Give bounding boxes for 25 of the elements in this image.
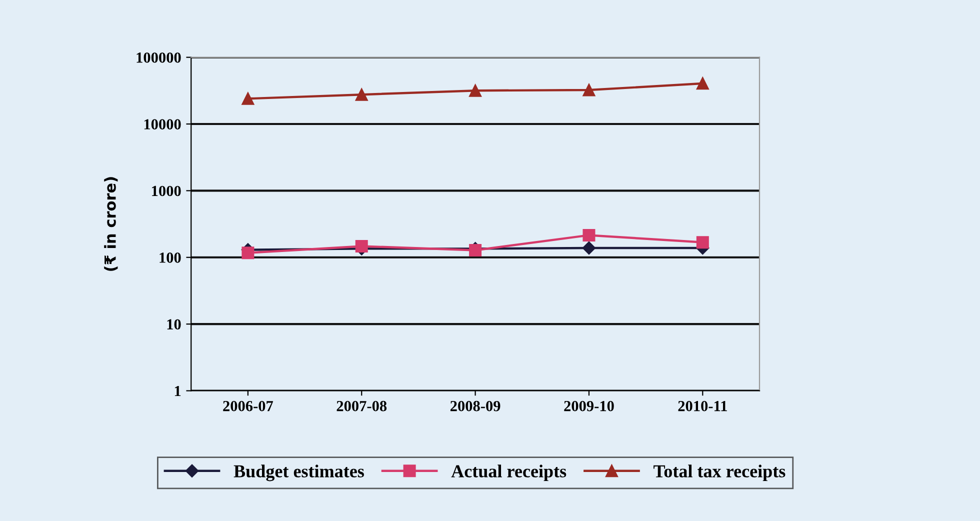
point <box>355 88 368 101</box>
point <box>469 84 482 97</box>
legend-label: Total tax receipts <box>654 464 786 482</box>
y-tick-label: 10000 <box>144 119 181 130</box>
x-tick-label: 2006-07 <box>223 400 274 412</box>
point <box>582 228 596 242</box>
legend-label: Actual receipts <box>451 464 566 482</box>
point <box>355 240 368 252</box>
y-tick-label: 100000 <box>136 52 181 63</box>
x-tick-label: 2009-10 <box>564 400 614 412</box>
point <box>242 92 254 105</box>
point <box>696 236 709 249</box>
legend-label: Budget estimates <box>234 464 364 482</box>
y-axis-title: (₹ in crore) <box>104 177 118 271</box>
y-tick-label: 100 <box>160 252 181 263</box>
point <box>582 84 596 96</box>
y-tick-label: 1 <box>174 386 181 396</box>
x-tick-label: 2010-11 <box>678 400 727 412</box>
x-tick-label: 2008-09 <box>450 400 500 412</box>
point <box>696 77 709 90</box>
x-tick-label: 2007-08 <box>336 400 387 412</box>
y-tick-label: 1000 <box>152 186 181 196</box>
point <box>242 246 254 260</box>
point <box>582 241 596 255</box>
y-tick-label: 10 <box>167 319 181 330</box>
